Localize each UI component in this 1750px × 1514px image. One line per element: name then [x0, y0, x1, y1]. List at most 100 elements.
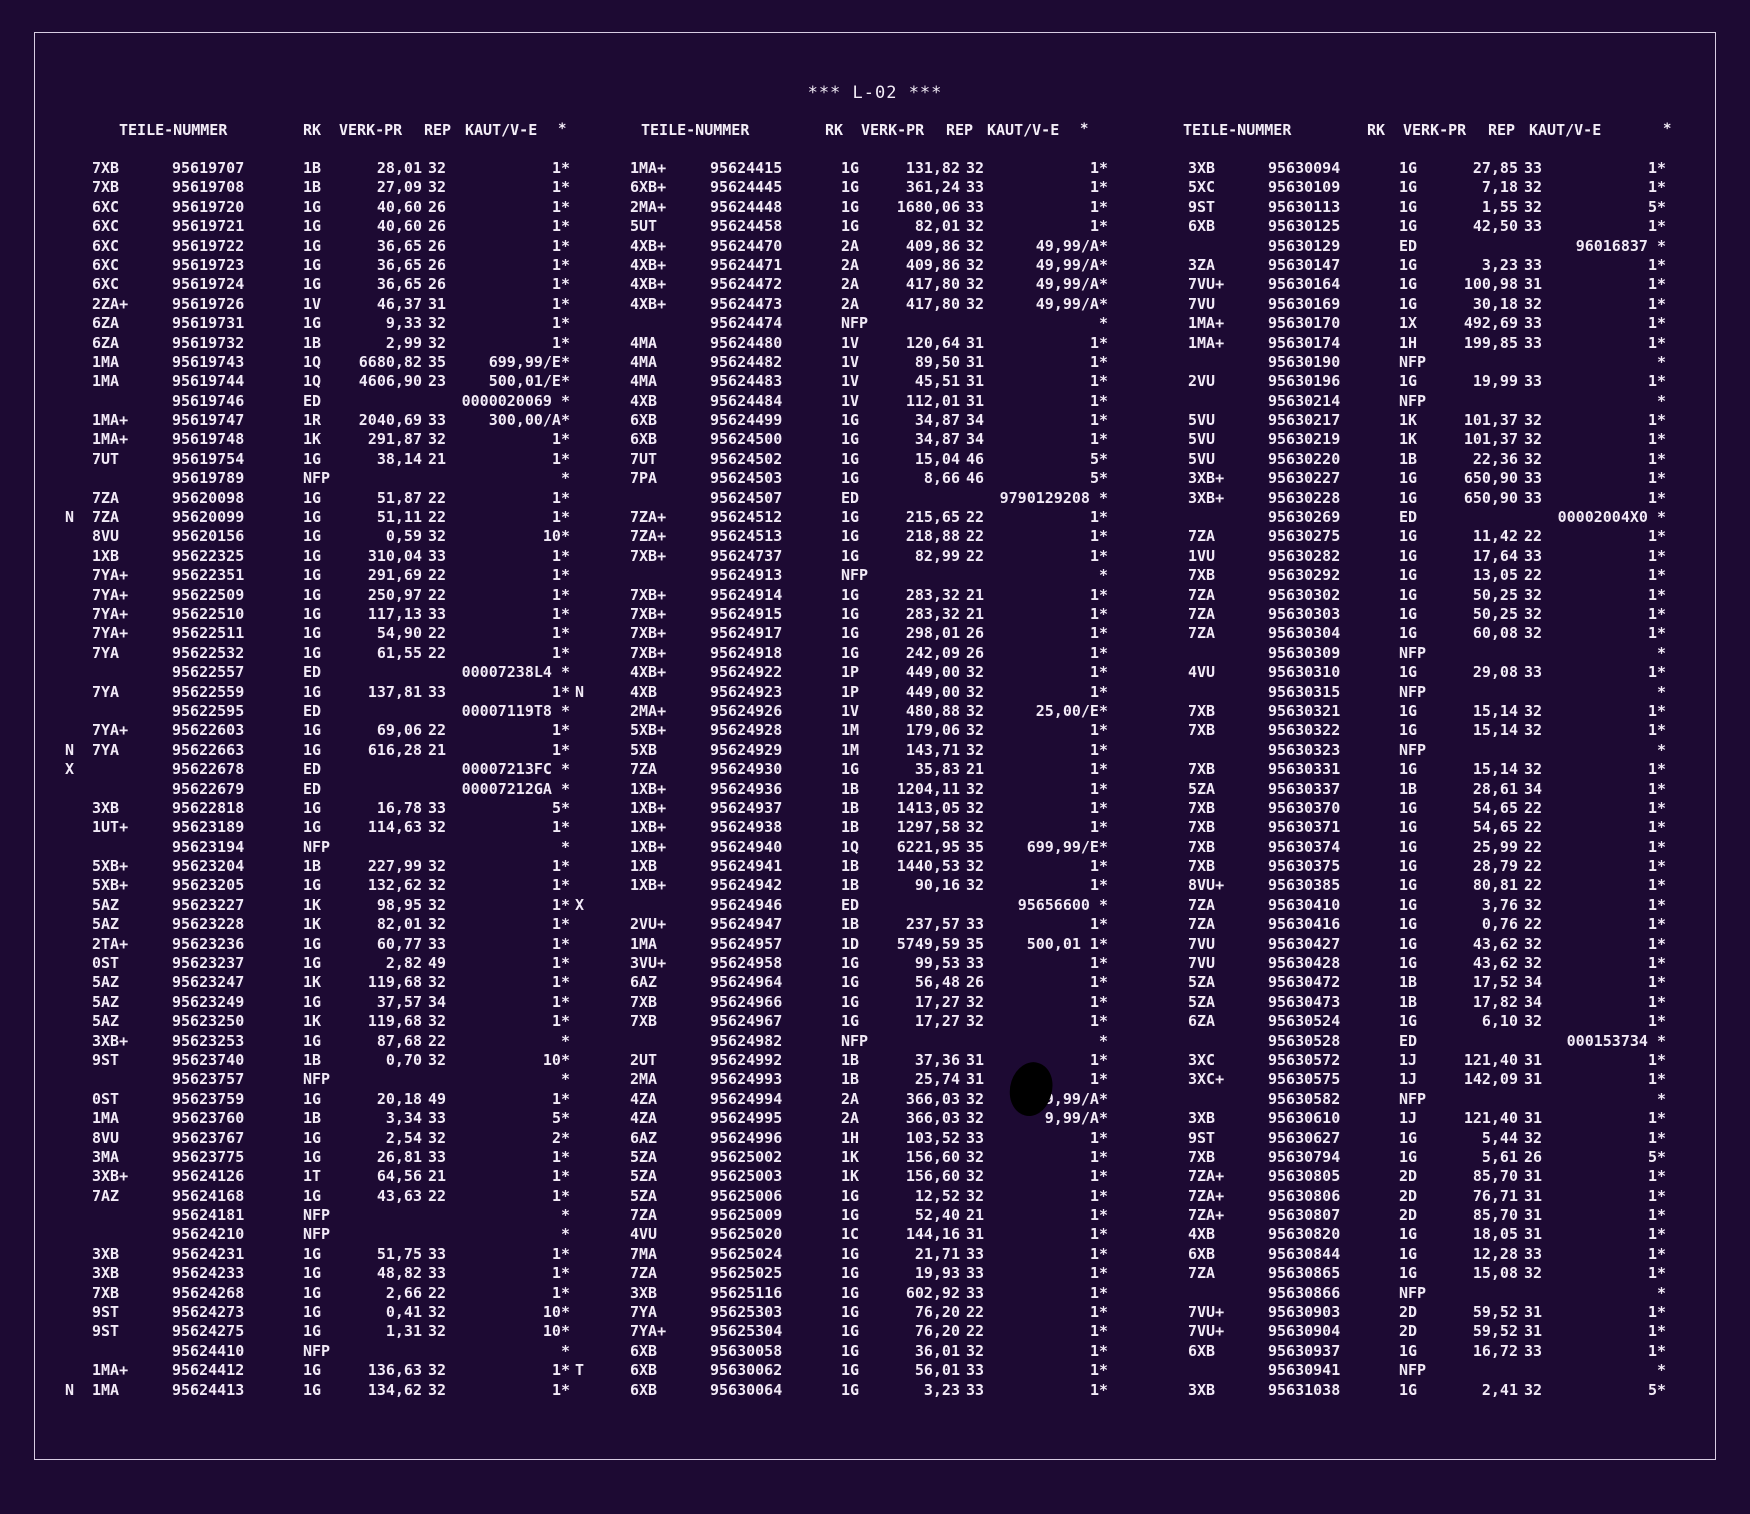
rep-code: 26	[428, 236, 447, 255]
kaut-ve: 1*	[1089, 1225, 1108, 1244]
rep-code: 22	[428, 566, 447, 585]
table-row: 95624474 NFP *	[603, 314, 1138, 333]
table-row: 1XB+ 95624936 1B 1204,11 32 1*	[603, 780, 1138, 799]
part-number: 95630371	[1268, 818, 1341, 837]
kaut-ve: 1*	[1647, 1109, 1666, 1128]
rep-code: 32	[1524, 721, 1543, 740]
rep-code: 22	[966, 527, 985, 546]
rep-code: 31	[1524, 1206, 1543, 1225]
table-row: 2MA+ 95624926 1V 480,88 32 25,00/E*	[603, 702, 1138, 721]
table-row: 95630866 NFP *	[1161, 1284, 1696, 1303]
table-row: 95624913 NFP *	[603, 566, 1138, 585]
table-row: 3XC+ 95630575 1J 142,09 31 1*	[1161, 1070, 1696, 1089]
part-number: 95624737	[710, 546, 783, 565]
rk-code: NFP	[1399, 740, 1427, 759]
kaut-ve: 49,99/A*	[1035, 255, 1108, 274]
rep-code: 46	[966, 469, 985, 488]
kaut-ve: 1*	[1647, 546, 1666, 565]
sale-price: 2040,69	[358, 411, 422, 430]
rep-code: 31	[966, 1050, 985, 1069]
sale-price: 409,86	[905, 236, 960, 255]
rep-code: 32	[966, 1012, 985, 1031]
kaut-ve: 1*	[551, 217, 570, 236]
rep-code: 21	[428, 740, 447, 759]
kaut-ve: 1*	[1089, 1186, 1108, 1205]
sale-price: 103,52	[905, 1128, 960, 1147]
kaut-ve: 1*	[1647, 1303, 1666, 1322]
rows: 1MA+ 95624415 1G 131,82 32 1* 6XB+ 95624445 1G 36…	[603, 159, 1138, 1400]
sale-price: 409,86	[905, 255, 960, 274]
rk-code: 1J	[1399, 1070, 1418, 1089]
rk-code: 2D	[1399, 1186, 1418, 1205]
kaut-ve: 25,00/E*	[1035, 701, 1108, 720]
rk-code: 1G	[841, 546, 860, 565]
kaut-ve: 1*	[1089, 915, 1108, 934]
type-code: 6XC	[92, 275, 120, 294]
table-row: 5UT 95624458 1G 82,01 32 1*	[603, 217, 1138, 236]
type-code: 4ZA	[630, 1109, 658, 1128]
part-number: 95622595	[172, 701, 245, 720]
part-number: 95623759	[172, 1089, 245, 1108]
type-code: 7VU+	[1188, 275, 1225, 294]
rk-code: NFP	[303, 1225, 331, 1244]
part-number: 95620098	[172, 488, 245, 507]
type-code: 5VU	[1188, 430, 1216, 449]
table-row: 4XB+ 95624471 2A 409,86 32 49,99/A*	[603, 256, 1138, 275]
sale-price: 650,90	[1463, 469, 1518, 488]
kaut-ve: 1*	[1647, 798, 1666, 817]
table-row: 7XB 95630371 1G 54,65 22 1*	[1161, 818, 1696, 837]
part-number: 95622679	[172, 779, 245, 798]
rep-code: 22	[428, 508, 447, 527]
kaut-ve: 1*	[551, 178, 570, 197]
column-header: TEILE-NUMMER RK VERK-PR REP KAUT/V-E *	[603, 121, 1138, 147]
type-code: 7VU	[1188, 934, 1216, 953]
kaut-ve: 1*	[1089, 1167, 1108, 1186]
rep-code: 46	[966, 449, 985, 468]
type-code: 7ZA	[1188, 624, 1216, 643]
part-number: 95624507	[710, 488, 783, 507]
table-row: 6XC 95619721 1G 40,60 26 1*	[65, 217, 600, 236]
rk-code: 1G	[1399, 1225, 1418, 1244]
type-code: 7UT	[92, 449, 120, 468]
part-number: 95624947	[710, 915, 783, 934]
part-number: 95619722	[172, 236, 245, 255]
rep-code: 32	[428, 430, 447, 449]
part-number: 95624923	[710, 682, 783, 701]
table-row: 1XB 95624941 1B 1440,53 32 1*	[603, 857, 1138, 876]
kaut-ve: 000153734 *	[1566, 1031, 1666, 1050]
type-code: 6XC	[92, 217, 120, 236]
kaut-ve: 9,99/A*	[1044, 1089, 1108, 1108]
part-number: 95625304	[710, 1322, 783, 1341]
part-number: 95623205	[172, 876, 245, 895]
sale-price: 35,83	[914, 760, 960, 779]
sale-price: 85,70	[1472, 1206, 1518, 1225]
part-number: 95630310	[1268, 663, 1341, 682]
rk-code: 1G	[841, 1322, 860, 1341]
rep-code: 31	[1524, 1303, 1543, 1322]
part-number: 95622818	[172, 798, 245, 817]
part-number: 95623204	[172, 857, 245, 876]
sale-price: 291,87	[367, 430, 422, 449]
part-number: 95625009	[710, 1206, 783, 1225]
kaut-ve: 1*	[1089, 624, 1108, 643]
rk-code: 1G	[1399, 1380, 1418, 1399]
kaut-ve: 10*	[542, 527, 570, 546]
table-row: N 1MA 95624413 1G 134,62 32 1*	[65, 1381, 600, 1400]
kaut-ve: 5*	[1089, 469, 1108, 488]
rk-code: 1G	[1399, 294, 1418, 313]
type-code: 7XB	[92, 178, 120, 197]
rk-code: 2D	[1399, 1322, 1418, 1341]
type-code: 7ZA	[1188, 895, 1216, 914]
rk-code: NFP	[303, 1070, 331, 1089]
kaut-ve: 500,01 1*	[1026, 934, 1108, 953]
rep-code: 33	[1524, 372, 1543, 391]
table-row: 7ZA 95630303 1G 50,25 32 1*	[1161, 605, 1696, 624]
kaut-ve: 1*	[1647, 915, 1666, 934]
table-row: 5AZ 95623227 1K 98,95 32 1* X	[65, 896, 600, 915]
part-number: 95625116	[710, 1283, 783, 1302]
type-code: 1XB+	[630, 779, 667, 798]
rep-code: 32	[428, 314, 447, 333]
rk-code: 1B	[1399, 779, 1418, 798]
rep-code: 31	[966, 372, 985, 391]
sale-price: 250,97	[367, 585, 422, 604]
